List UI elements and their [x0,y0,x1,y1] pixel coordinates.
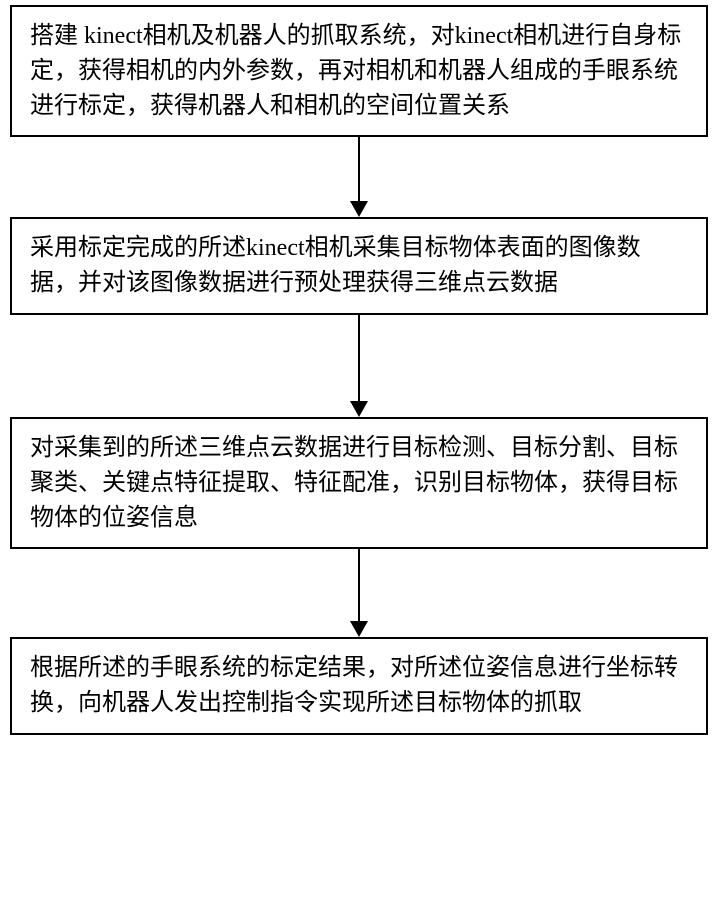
flowchart-arrow-1 [350,137,368,217]
flowchart-step-3-text: 对采集到的所述三维点云数据进行目标检测、目标分割、目标聚类、关键点特征提取、特征… [30,435,678,531]
flowchart-step-2: 采用标定完成的所述kinect相机采集目标物体表面的图像数据，并对该图像数据进行… [10,217,708,315]
flowchart-step-4: 根据所述的手眼系统的标定结果，对所述位姿信息进行坐标转换，向机器人发出控制指令实… [10,637,708,735]
flowchart-arrow-3 [350,549,368,637]
flowchart-step-4-text: 根据所述的手眼系统的标定结果，对所述位姿信息进行坐标转换，向机器人发出控制指令实… [30,655,678,716]
flowchart-step-2-text: 采用标定完成的所述kinect相机采集目标物体表面的图像数据，并对该图像数据进行… [30,235,641,296]
flowchart-step-3: 对采集到的所述三维点云数据进行目标检测、目标分割、目标聚类、关键点特征提取、特征… [10,417,708,549]
flowchart-step-1-text: 搭建 kinect相机及机器人的抓取系统，对kinect相机进行自身标定，获得相… [30,23,681,119]
arrow-down-icon [350,201,368,217]
arrow-line [358,137,360,201]
arrow-line [358,315,360,401]
arrow-line [358,549,360,621]
flowchart-step-1: 搭建 kinect相机及机器人的抓取系统，对kinect相机进行自身标定，获得相… [10,5,708,137]
arrow-down-icon [350,621,368,637]
flowchart-arrow-2 [350,315,368,417]
arrow-down-icon [350,401,368,417]
